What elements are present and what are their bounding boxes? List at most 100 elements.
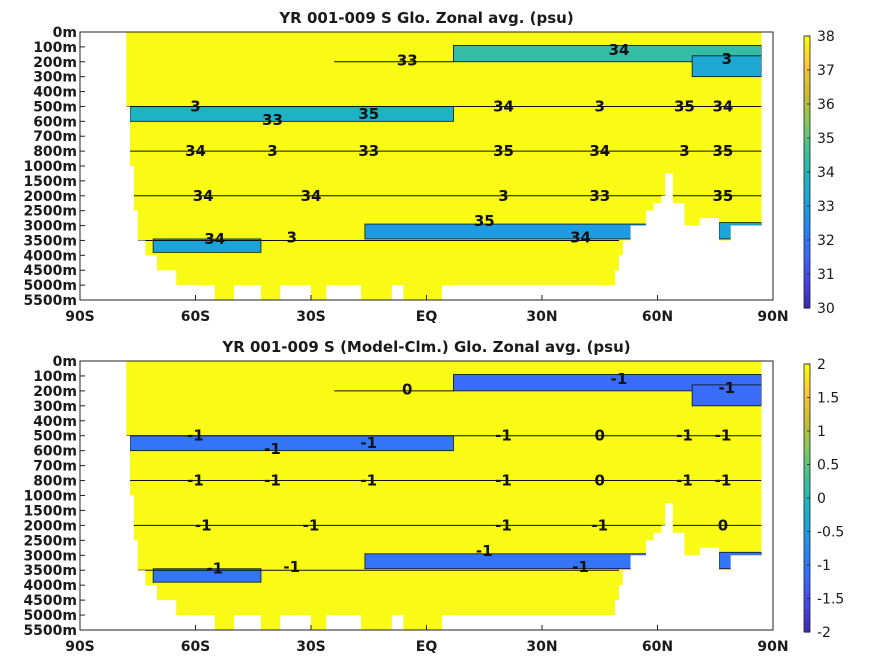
- contour-label: 34: [713, 97, 734, 115]
- contour-label: 33: [397, 51, 418, 69]
- colorbar-segment: [804, 217, 810, 223]
- x-tick-label: 30N: [526, 309, 557, 325]
- low-salinity-band-5: [152, 568, 262, 583]
- colorbar-segment: [804, 267, 810, 273]
- contour-label: -1: [715, 472, 732, 490]
- colorbar-segment: [804, 448, 810, 454]
- x-tick-label: 60N: [642, 309, 673, 325]
- colorbar-segment: [804, 221, 810, 227]
- panel-2: -1-1 -1 -1 0 -1 -1-1 -1 -1 -1 0 -1 -1-1 -1 -1 -1 0-1 -1-…: [23, 338, 844, 655]
- colorbar-segment: [804, 158, 810, 164]
- colorbar-segment: [804, 199, 810, 205]
- colorbar-segment: [804, 94, 810, 101]
- colorbar-segment: [804, 471, 810, 477]
- colorbar-segment: [804, 208, 810, 214]
- colorbar-segment: [804, 90, 810, 96]
- contour-label: -1: [476, 542, 493, 560]
- y-tick-label: 100m: [33, 369, 77, 385]
- colorbar-segment: [804, 240, 810, 246]
- colorbar-segment: [804, 72, 810, 78]
- contour-label: 3: [679, 142, 689, 160]
- colorbar-segment: [804, 76, 810, 82]
- colorbar-segment: [804, 381, 810, 387]
- x-tick-label: 30S: [296, 309, 326, 325]
- low-salinity-band-5: [152, 238, 262, 253]
- contour-label: 35: [493, 142, 514, 160]
- contour-label: 35: [474, 212, 495, 230]
- background-field: [126, 361, 762, 630]
- contour-label: 0: [402, 380, 412, 398]
- x-tick-label: 60N: [642, 639, 673, 655]
- contour-label: -1: [195, 516, 212, 534]
- contour-label: -1: [495, 427, 512, 445]
- colorbar-segment: [804, 372, 810, 378]
- colorbar-segment: [804, 285, 810, 291]
- low-salinity-band-3: [691, 55, 762, 78]
- x-tick-label: EQ: [416, 639, 438, 655]
- colorbar-segment: [804, 623, 810, 629]
- colorbar-tick-label: 38: [817, 29, 835, 45]
- y-tick-label: 1000m: [23, 489, 77, 505]
- colorbar-segment: [804, 493, 810, 499]
- y-tick-label: 1500m: [23, 174, 77, 190]
- contour-label: 0: [718, 516, 728, 534]
- colorbar-segment: [804, 484, 810, 490]
- y-tick-label: 2000m: [23, 518, 77, 534]
- colorbar-segment: [804, 294, 810, 300]
- y-tick-label: 200m: [33, 384, 77, 400]
- colorbar-segment: [804, 194, 810, 200]
- colorbar-segment: [804, 153, 810, 159]
- colorbar-segment: [804, 560, 810, 566]
- colorbar-segment: [804, 431, 810, 437]
- y-tick-label: 5000m: [23, 278, 77, 294]
- contour-label: -1: [676, 427, 693, 445]
- colorbar-segment: [804, 565, 810, 571]
- colorbar-segment: [804, 404, 810, 410]
- contour-label: -1: [360, 434, 377, 452]
- y-tick-label: 4000m: [23, 248, 77, 264]
- contour-label: 3: [595, 97, 605, 115]
- y-tick-label: 5500m: [23, 293, 77, 309]
- colorbar-segment: [804, 364, 810, 370]
- contour-label: 34: [193, 187, 214, 205]
- low-salinity-band-2: [453, 374, 762, 392]
- contour-label: -1: [360, 472, 377, 490]
- y-tick-label: 0m: [53, 25, 77, 41]
- colorbar-segment: [804, 368, 810, 374]
- contour-label: -1: [495, 516, 512, 534]
- colorbar-segment: [804, 99, 810, 105]
- colorbar-segment: [804, 280, 810, 286]
- contour-label: 0: [595, 472, 605, 490]
- colorbar-segment: [804, 591, 810, 597]
- y-tick-label: 3000m: [23, 548, 77, 564]
- colorbar-segment: [804, 176, 810, 182]
- colorbar-segment: [804, 408, 810, 414]
- low-salinity-band-1: [129, 435, 454, 452]
- plot-title: YR 001-009 S (Model-Clm.) Glo. Zonal avg…: [221, 338, 630, 356]
- colorbar-tick-label: 1.5: [817, 391, 839, 407]
- salinity-field: [126, 32, 762, 300]
- colorbar-tick-label: 2: [817, 357, 826, 373]
- y-tick-label: 300m: [33, 399, 77, 415]
- colorbar-segment: [804, 253, 810, 259]
- x-tick-label: 90N: [757, 309, 788, 325]
- y-tick-label: 100m: [33, 40, 77, 56]
- contour-label: 33: [589, 187, 610, 205]
- colorbar-segment: [804, 262, 810, 268]
- colorbar-segment: [804, 303, 810, 309]
- low-salinity-band-2: [453, 45, 762, 63]
- y-tick-label: 3000m: [23, 219, 77, 235]
- contour-label: 34: [204, 230, 225, 248]
- colorbar-segment: [804, 582, 810, 588]
- colorbar-tick-label: 1: [817, 424, 826, 440]
- colorbar-segment: [804, 605, 810, 611]
- colorbar-segment: [804, 181, 810, 187]
- y-tick-label: 3500m: [23, 233, 77, 249]
- colorbar-tick-label: 32: [817, 233, 835, 249]
- colorbar-segment: [804, 81, 810, 87]
- colorbar-segment: [804, 417, 810, 423]
- contour-label: 35: [713, 142, 734, 160]
- colorbar-segment: [804, 108, 810, 114]
- colorbar-segment: [804, 547, 810, 553]
